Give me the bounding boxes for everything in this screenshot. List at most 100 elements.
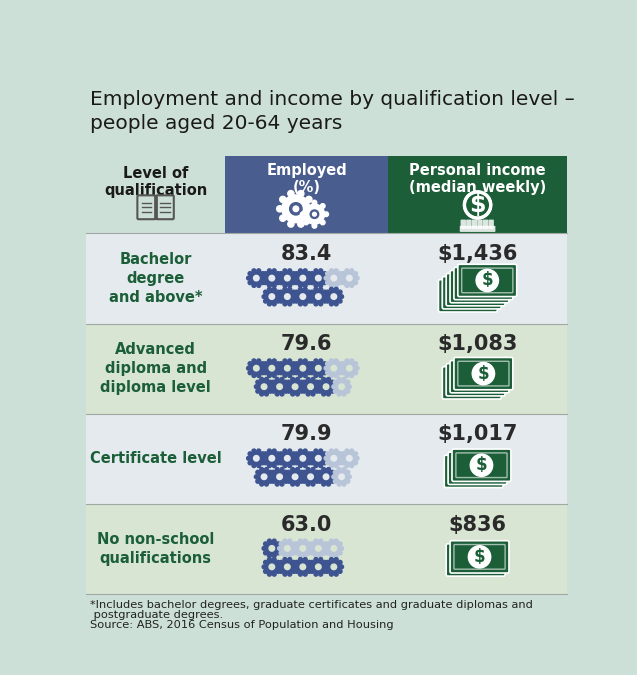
Circle shape xyxy=(324,565,328,569)
Circle shape xyxy=(295,299,299,303)
Circle shape xyxy=(266,542,278,555)
Circle shape xyxy=(341,461,345,465)
Circle shape xyxy=(303,558,307,562)
Circle shape xyxy=(315,365,321,371)
Circle shape xyxy=(284,470,288,474)
Text: $: $ xyxy=(482,271,493,290)
Circle shape xyxy=(306,377,310,381)
Circle shape xyxy=(264,362,268,366)
Circle shape xyxy=(329,464,333,468)
Circle shape xyxy=(326,271,329,275)
Circle shape xyxy=(324,295,328,298)
Circle shape xyxy=(331,456,336,461)
Circle shape xyxy=(297,561,309,573)
Circle shape xyxy=(299,288,303,291)
Circle shape xyxy=(295,290,299,294)
Circle shape xyxy=(314,558,318,562)
Circle shape xyxy=(347,456,352,461)
Circle shape xyxy=(322,392,326,396)
Circle shape xyxy=(250,272,262,284)
Circle shape xyxy=(324,367,328,370)
Circle shape xyxy=(272,449,276,453)
FancyBboxPatch shape xyxy=(477,219,483,229)
Circle shape xyxy=(276,299,280,303)
Circle shape xyxy=(293,456,297,460)
Circle shape xyxy=(301,385,304,389)
Circle shape xyxy=(324,565,328,569)
Circle shape xyxy=(299,449,303,453)
Circle shape xyxy=(338,299,342,303)
Circle shape xyxy=(252,359,256,362)
Circle shape xyxy=(288,539,292,543)
Circle shape xyxy=(315,294,321,300)
Text: $: $ xyxy=(474,548,485,566)
Circle shape xyxy=(270,385,274,389)
Circle shape xyxy=(338,371,342,375)
Circle shape xyxy=(345,449,349,453)
FancyBboxPatch shape xyxy=(86,504,225,594)
Circle shape xyxy=(293,565,297,569)
Circle shape xyxy=(299,359,303,362)
Circle shape xyxy=(307,371,311,375)
Circle shape xyxy=(309,565,313,569)
Circle shape xyxy=(270,385,274,389)
Circle shape xyxy=(331,564,336,570)
Circle shape xyxy=(290,377,295,381)
Circle shape xyxy=(309,565,313,569)
Circle shape xyxy=(248,461,252,465)
Circle shape xyxy=(276,542,280,546)
Circle shape xyxy=(278,565,282,569)
Circle shape xyxy=(310,362,314,366)
Circle shape xyxy=(310,281,314,285)
Circle shape xyxy=(296,482,299,486)
Circle shape xyxy=(272,373,276,377)
Circle shape xyxy=(292,281,296,285)
Circle shape xyxy=(318,269,323,273)
Circle shape xyxy=(293,565,297,569)
Circle shape xyxy=(318,373,323,377)
Circle shape xyxy=(280,215,286,221)
Circle shape xyxy=(289,381,301,393)
Circle shape xyxy=(329,558,333,562)
FancyBboxPatch shape xyxy=(388,323,567,414)
Circle shape xyxy=(354,281,357,285)
Circle shape xyxy=(331,479,334,483)
Text: postgraduate degrees.: postgraduate degrees. xyxy=(90,610,224,620)
Circle shape xyxy=(309,367,313,370)
Circle shape xyxy=(283,449,287,453)
Circle shape xyxy=(317,475,320,479)
FancyBboxPatch shape xyxy=(446,364,505,396)
Circle shape xyxy=(279,551,283,555)
Circle shape xyxy=(334,539,338,543)
Text: Employed
(%): Employed (%) xyxy=(266,163,347,195)
Circle shape xyxy=(318,288,323,291)
Circle shape xyxy=(283,269,287,273)
Circle shape xyxy=(355,276,359,280)
Circle shape xyxy=(334,288,338,291)
Circle shape xyxy=(268,284,271,288)
Circle shape xyxy=(300,564,306,570)
Circle shape xyxy=(327,272,340,284)
Circle shape xyxy=(303,539,307,543)
Circle shape xyxy=(318,572,323,576)
Circle shape xyxy=(278,276,282,280)
Circle shape xyxy=(279,542,283,546)
FancyBboxPatch shape xyxy=(86,157,225,234)
Circle shape xyxy=(279,281,283,285)
Circle shape xyxy=(327,542,340,555)
Circle shape xyxy=(307,551,311,555)
Circle shape xyxy=(332,475,336,479)
Circle shape xyxy=(295,560,299,564)
Circle shape xyxy=(292,570,296,573)
Circle shape xyxy=(323,551,327,555)
Circle shape xyxy=(337,377,341,381)
Circle shape xyxy=(288,221,294,227)
Circle shape xyxy=(262,547,266,550)
Circle shape xyxy=(281,290,294,303)
Circle shape xyxy=(311,377,315,381)
Circle shape xyxy=(295,281,299,285)
Circle shape xyxy=(324,547,328,550)
Circle shape xyxy=(323,461,327,465)
Circle shape xyxy=(272,464,276,468)
Circle shape xyxy=(310,570,314,573)
